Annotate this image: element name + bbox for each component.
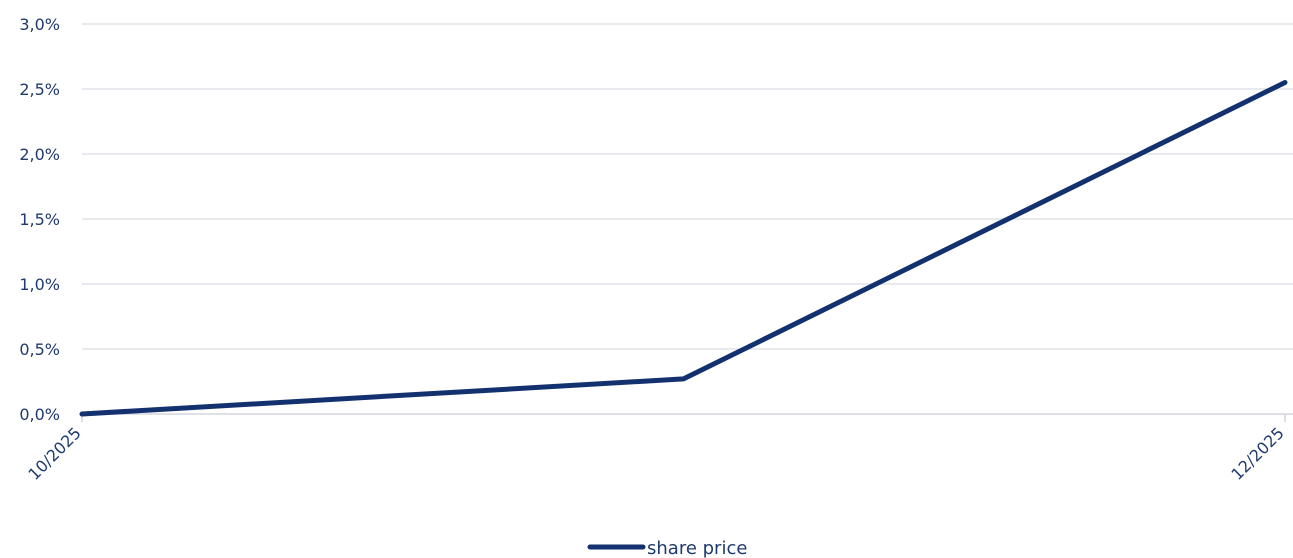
legend-label-share-price: share price [647, 538, 747, 558]
x-tick-label: 12/2025 [1227, 423, 1287, 483]
series-line-0 [79, 80, 1288, 417]
y-tick-label: 2,5% [19, 80, 60, 99]
y-tick-label: 2,0% [19, 145, 60, 164]
y-tick-label: 1,0% [19, 275, 60, 294]
y-axis-ticks: 0,0% 0,5% 1,0% 1,5% 2,0% 2,5% 3,0% [19, 15, 60, 424]
y-tick-label: 0,0% [19, 405, 60, 424]
legend: share price [587, 538, 747, 558]
y-tick-label: 1,5% [19, 210, 60, 229]
y-tick-label: 0,5% [19, 340, 60, 359]
x-axis-ticks: 10/2025 12/2025 [24, 414, 1288, 484]
y-tick-label: 3,0% [19, 15, 60, 34]
series-layer [79, 80, 1288, 417]
x-tick-label: 10/2025 [24, 423, 84, 483]
gridlines [82, 23, 1293, 415]
